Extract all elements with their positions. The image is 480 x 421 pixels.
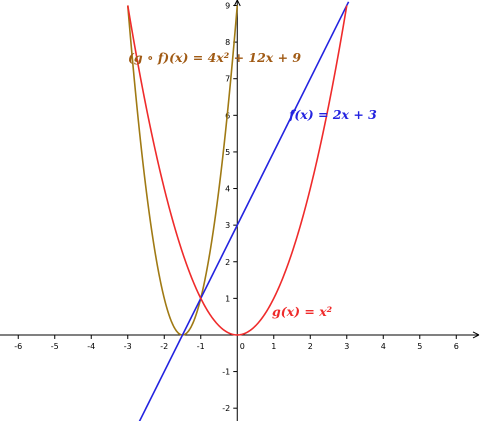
x-axis-arrow: [472, 331, 480, 339]
x-tick-label: -3: [124, 342, 132, 351]
g-curve: [126, 5, 348, 336]
f-label: f(x) = 2x + 3: [288, 107, 377, 122]
x-tick-label: -5: [51, 342, 59, 351]
x-tick-label: 5: [417, 342, 422, 351]
x-tick-label: -4: [87, 342, 95, 351]
y-tick-label: -2: [222, 404, 230, 413]
y-tick-label: 9: [225, 1, 230, 10]
x-tick-label: 4: [381, 342, 386, 351]
x-tick-label: -1: [197, 342, 205, 351]
x-tick-label: 1: [271, 342, 276, 351]
y-tick-label: 5: [225, 148, 230, 157]
curves: [126, 1, 350, 421]
y-tick-label: 3: [225, 221, 230, 230]
g-label: g(x) = x²: [272, 304, 333, 319]
f-line: [138, 1, 350, 421]
x-tick-label: -2: [160, 342, 168, 351]
x-tick-label: 3: [344, 342, 349, 351]
x-tick-label: 0: [240, 342, 245, 351]
y-tick-label: 1: [225, 294, 230, 303]
gof-label: (g ∘ f)(x) = 4x² + 12x + 9: [128, 50, 301, 65]
y-tick-label: 8: [225, 38, 230, 47]
y-tick-label: -1: [222, 368, 230, 377]
function-labels: (g ∘ f)(x) = 4x² + 12x + 9 f(x) = 2x + 3…: [128, 50, 377, 319]
x-tick-label: 2: [308, 342, 313, 351]
y-tick-label: 4: [225, 185, 230, 194]
y-tick-label: 2: [225, 258, 230, 267]
x-tick-label: -6: [14, 342, 22, 351]
y-tick-label: 7: [225, 75, 230, 84]
x-tick-label: 6: [454, 342, 459, 351]
